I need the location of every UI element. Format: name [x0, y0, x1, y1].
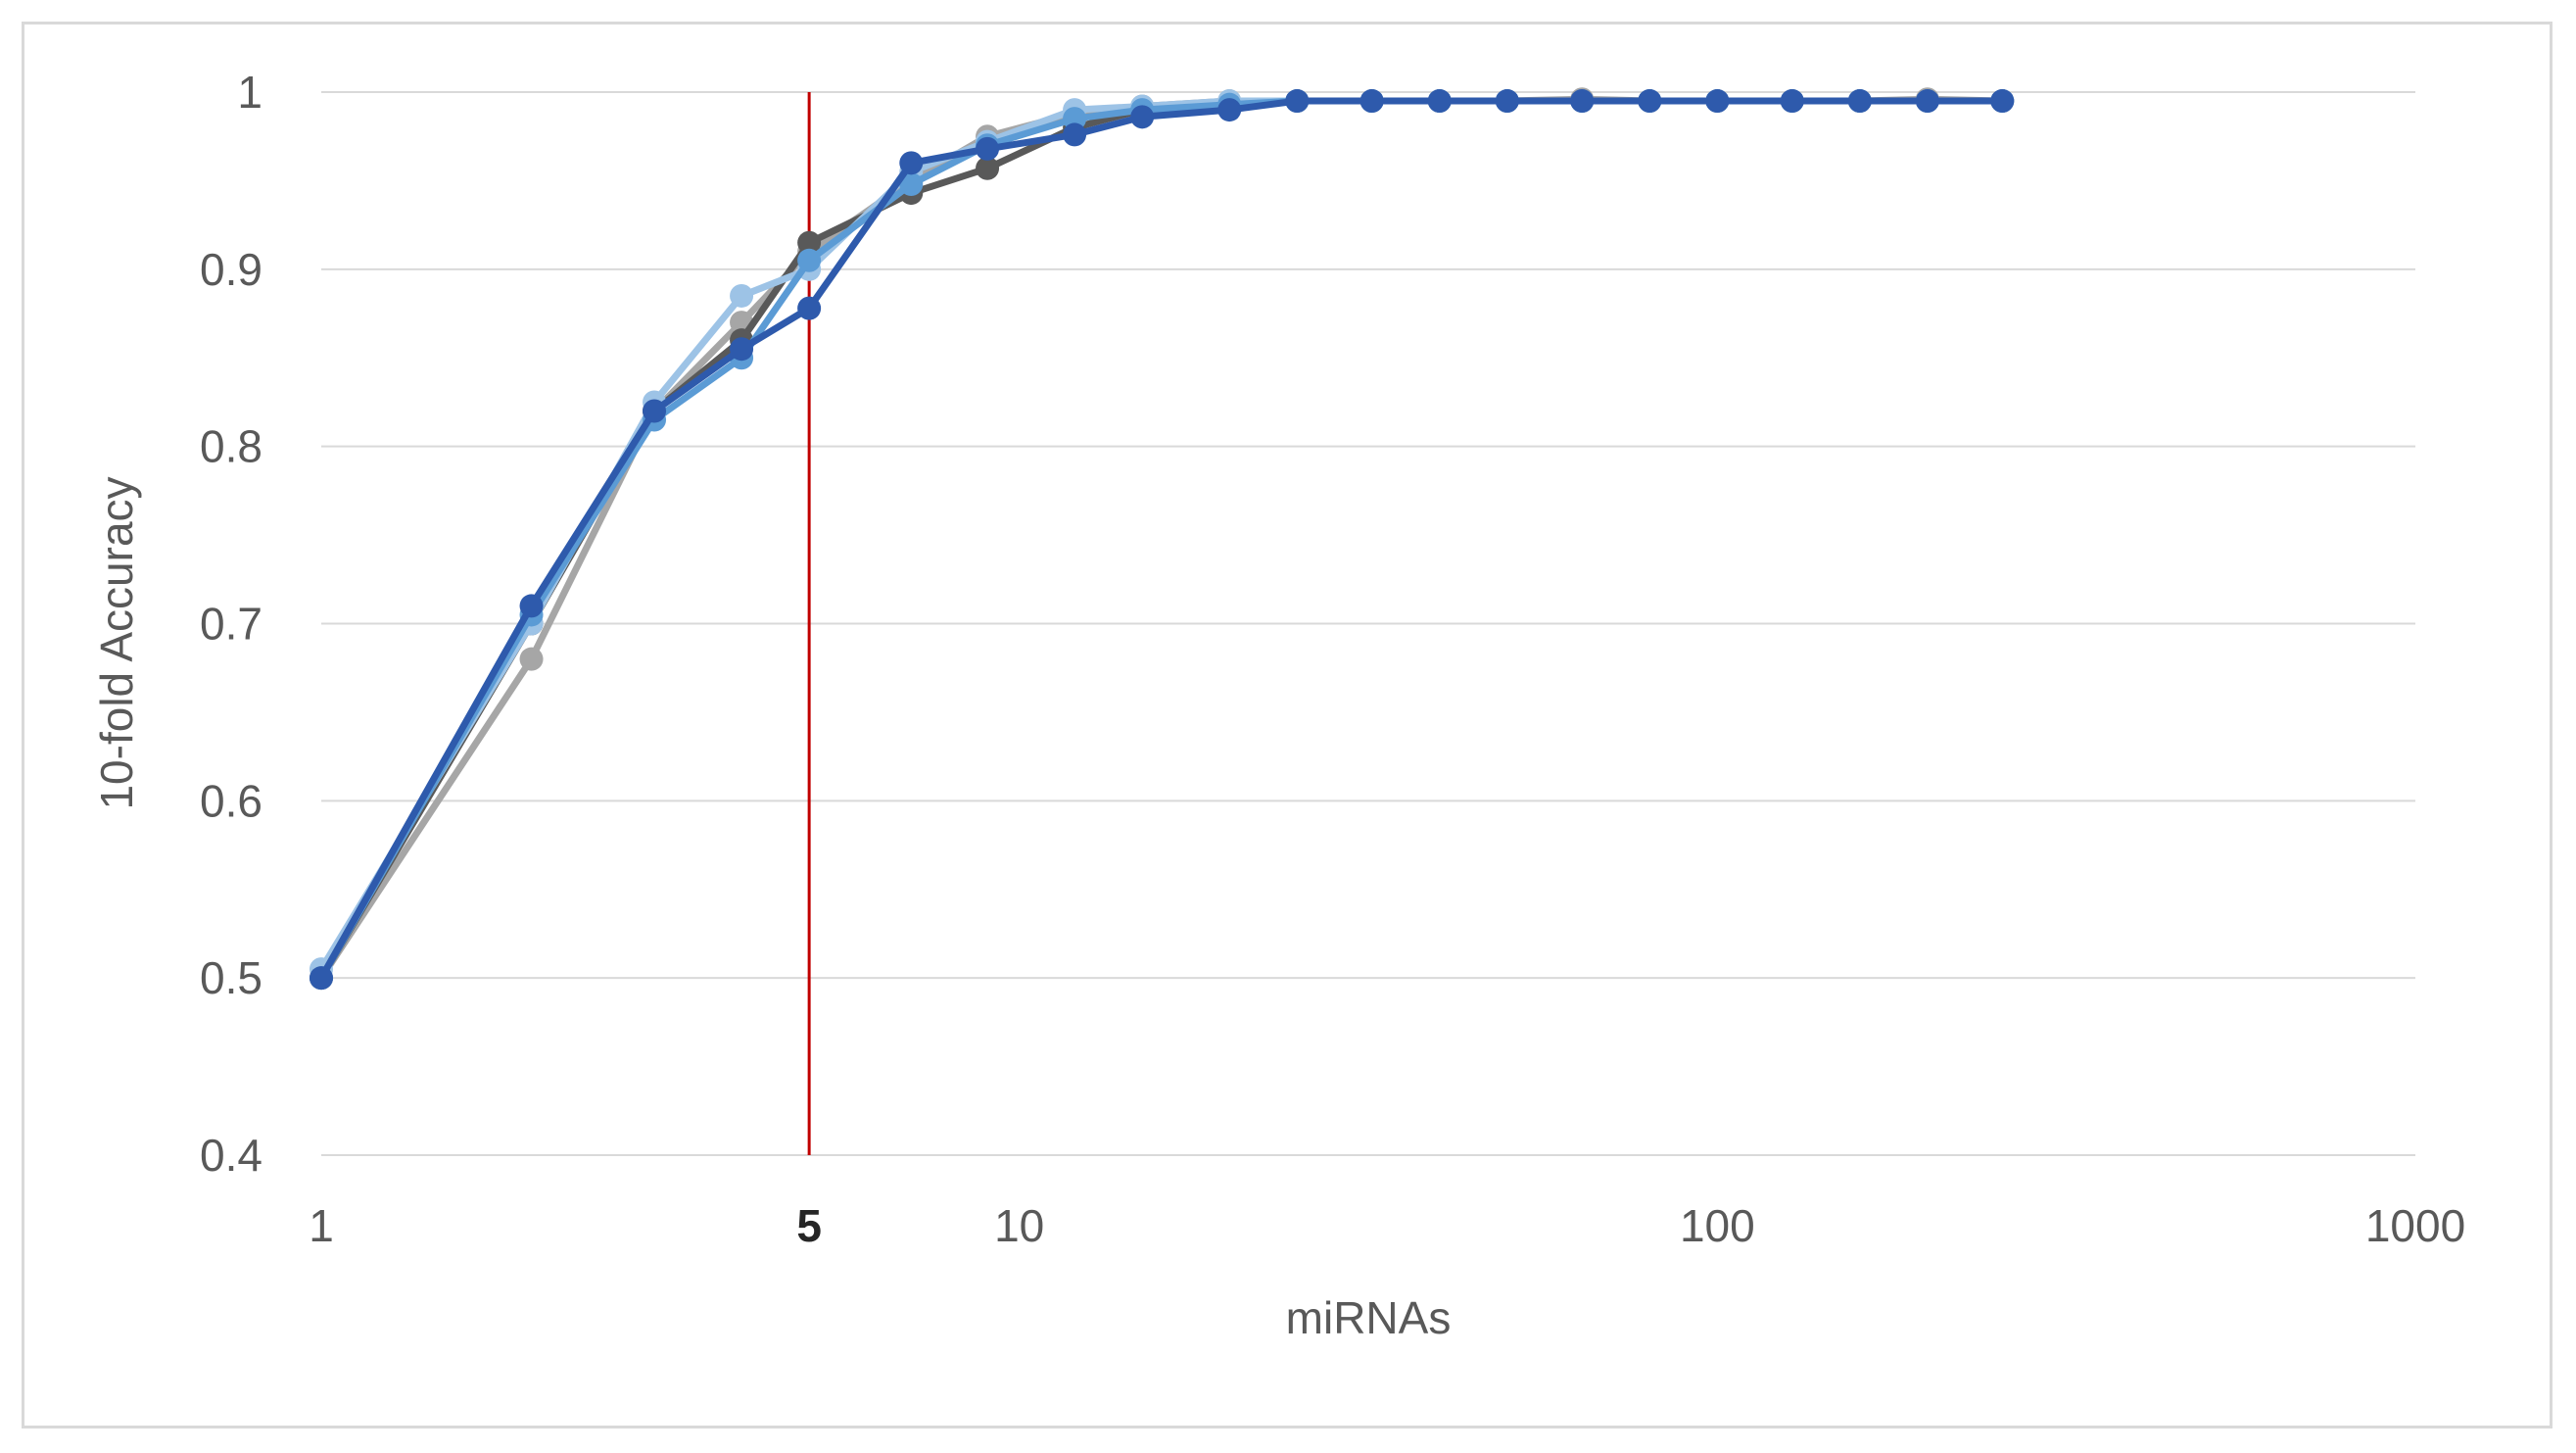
- y-tick-label-4: 0.8: [200, 421, 262, 472]
- data-point-4-12: [1427, 89, 1452, 114]
- data-point-4-18: [1847, 89, 1872, 114]
- y-tick-label-3: 0.7: [200, 599, 262, 650]
- series-1: [310, 89, 2015, 991]
- data-point-4-2: [643, 399, 667, 423]
- data-point-3-4: [797, 248, 822, 272]
- data-point-4-17: [1780, 89, 1804, 114]
- chart-frame: 0.4 0.5 0.6 0.7 0.8 0.9 1 1 5 10 100 1000 miRNAs 1…: [22, 22, 2552, 1429]
- x-tick-label-1: 5: [796, 1200, 822, 1251]
- data-point-4-14: [1570, 89, 1595, 114]
- data-point-4-19: [1915, 89, 1939, 114]
- data-point-0-1: [519, 647, 544, 671]
- data-point-4-3: [730, 337, 754, 362]
- data-point-4-1: [519, 594, 544, 618]
- data-point-4-8: [1130, 105, 1155, 129]
- data-point-4-9: [1217, 98, 1242, 122]
- x-axis-title: miRNAs: [1286, 1292, 1452, 1343]
- series-0: [310, 87, 2015, 991]
- series-4: [310, 89, 2015, 991]
- data-point-4-11: [1360, 89, 1384, 114]
- gridlines: [321, 91, 2415, 1156]
- data-point-1-4: [797, 230, 822, 255]
- data-point-4-20: [1990, 89, 2015, 114]
- data-point-1-6: [976, 156, 1000, 180]
- data-point-4-10: [1285, 89, 1310, 114]
- data-point-2-3: [730, 283, 754, 308]
- y-tick-label-1: 0.5: [200, 952, 262, 1003]
- data-point-3-5: [899, 172, 924, 197]
- y-tick-label-5: 0.9: [200, 244, 262, 295]
- y-axis-title: 10-fold Accuracy: [91, 476, 142, 809]
- y-tick-label-0: 0.4: [200, 1130, 262, 1181]
- y-tick-label-6: 1: [237, 67, 262, 118]
- data-point-4-16: [1705, 89, 1730, 114]
- data-point-4-15: [1638, 89, 1662, 114]
- x-tick-label-2: 10: [994, 1200, 1044, 1251]
- series-group: [310, 87, 2015, 991]
- y-tick-label-2: 0.6: [200, 775, 262, 826]
- series-2: [310, 89, 2015, 982]
- data-point-4-13: [1495, 89, 1519, 114]
- data-point-4-6: [976, 136, 1000, 161]
- data-point-4-0: [310, 966, 333, 991]
- data-point-4-7: [1063, 122, 1087, 147]
- x-axis-ticks: 1 5 10 100 1000: [309, 1200, 2465, 1251]
- x-tick-label-3: 100: [1680, 1200, 1755, 1251]
- y-axis-ticks: 0.4 0.5 0.6 0.7 0.8 0.9 1: [200, 67, 262, 1181]
- line-chart: 0.4 0.5 0.6 0.7 0.8 0.9 1 1 5 10 100 1000 miRNAs 1…: [91, 67, 2465, 1343]
- data-point-4-5: [899, 151, 924, 175]
- data-point-4-4: [797, 296, 822, 320]
- x-tick-label-0: 1: [309, 1200, 334, 1251]
- x-tick-label-4: 1000: [2365, 1200, 2465, 1251]
- series-3: [310, 89, 2015, 991]
- series-line-4: [317, 97, 2006, 982]
